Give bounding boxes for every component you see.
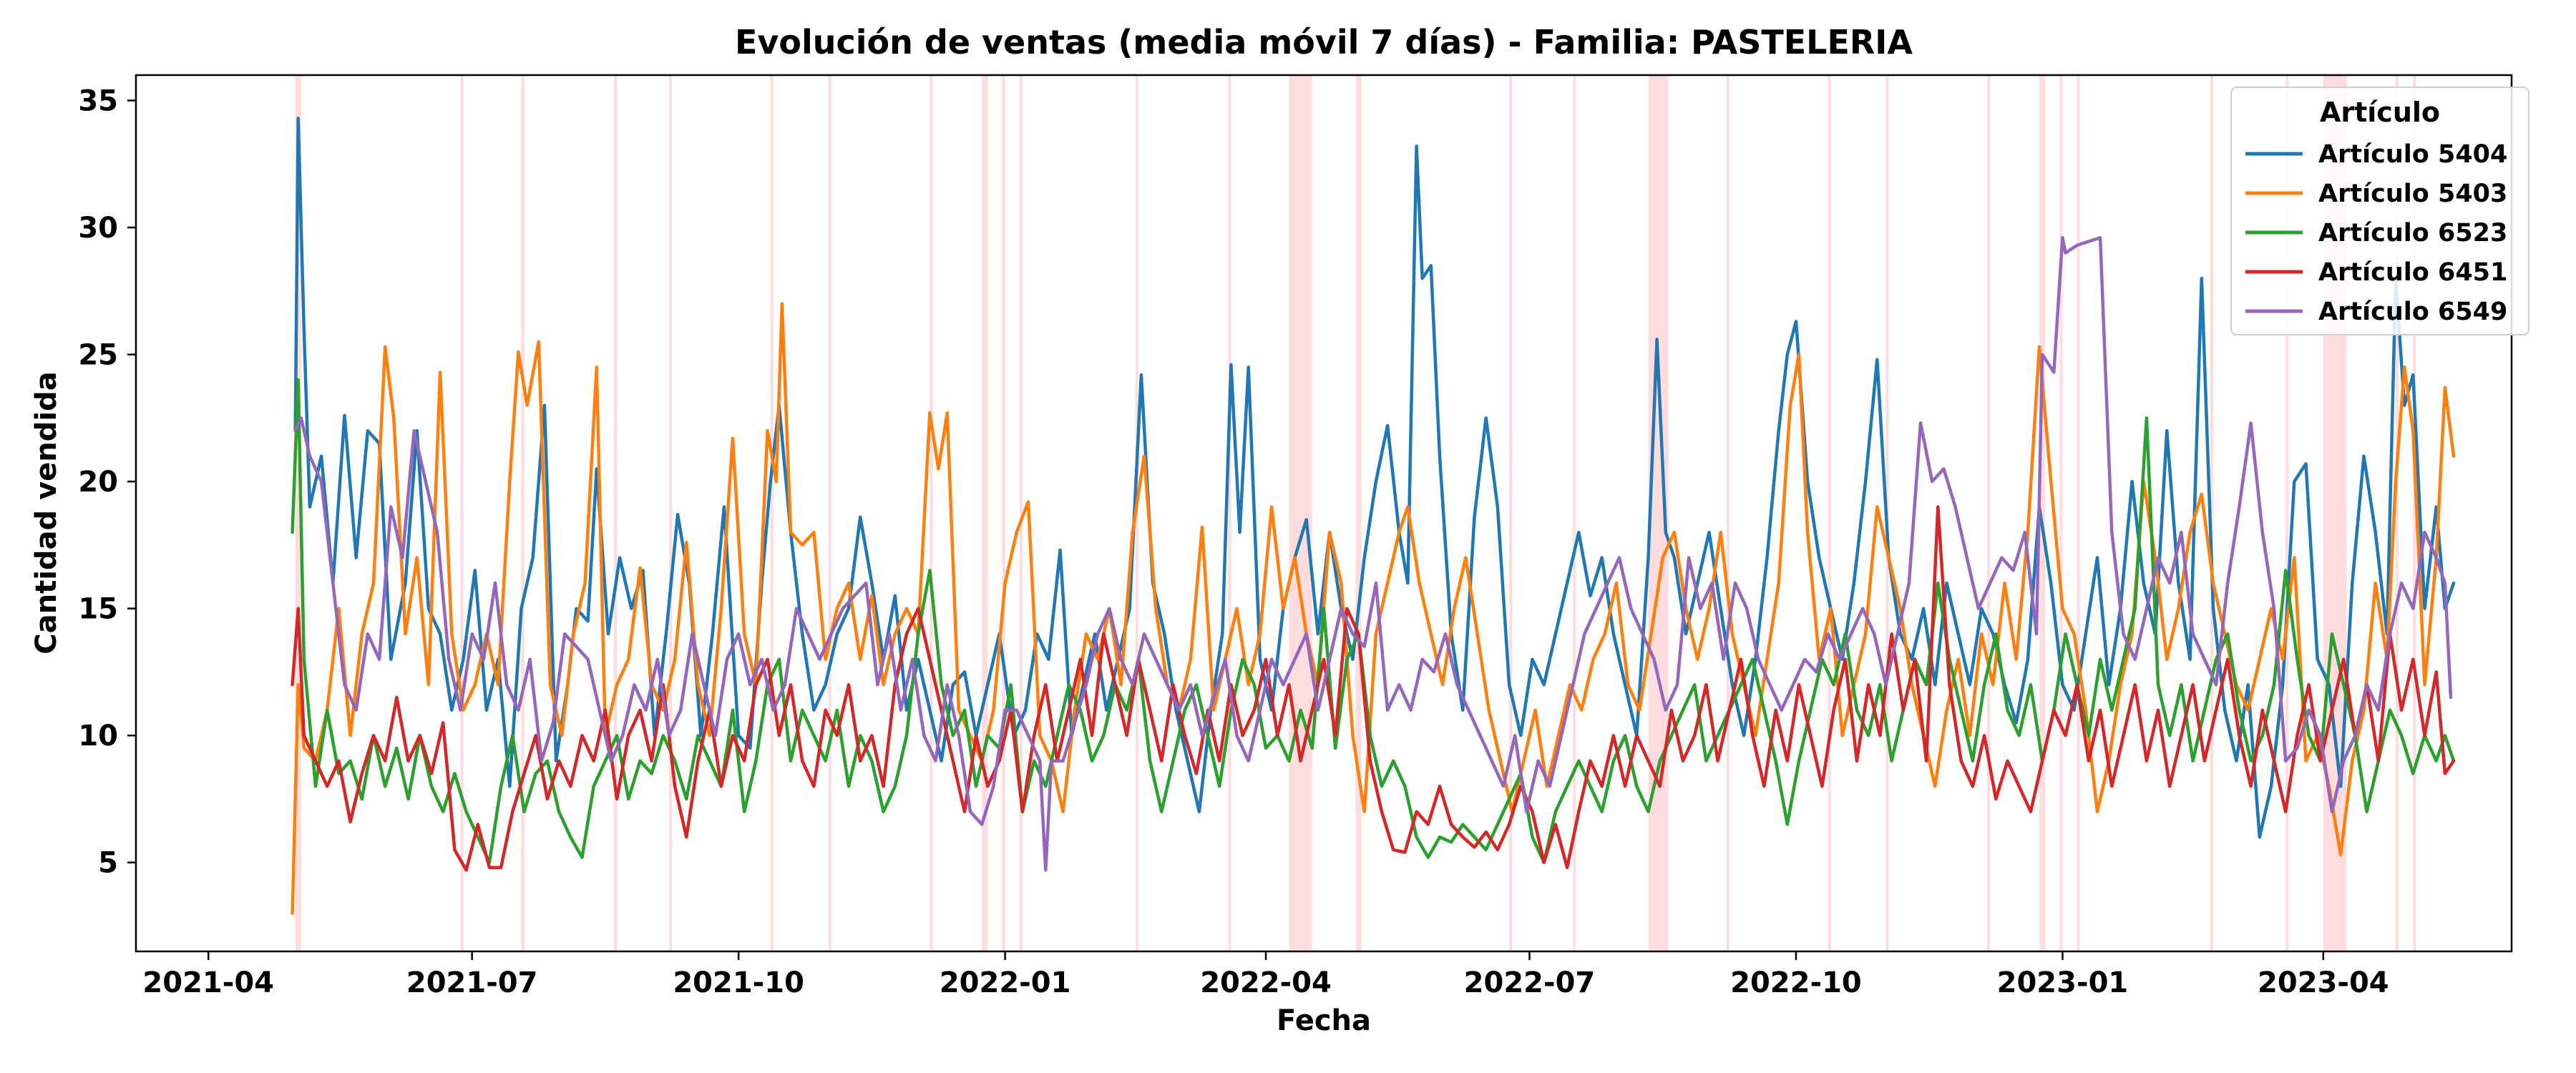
x-axis: 2021-04 2021-07 2021-10 2022-01 2022-04 2022-… [142, 951, 2389, 999]
legend-items: Artículo 5404 Artículo 5403 Artículo 6523 A… [2245, 140, 2507, 326]
x-tick-label: 2022-01 [940, 966, 1071, 999]
y-tick-label: 25 [78, 339, 118, 372]
highlight-band [2077, 75, 2080, 951]
highlight-band [2059, 75, 2063, 951]
legend-label: Artículo 5403 [2318, 180, 2507, 208]
highlight-band [1573, 75, 1576, 951]
highlight-band [1228, 75, 1231, 951]
highlight-band [295, 75, 301, 951]
x-tick-label: 2021-04 [142, 966, 274, 999]
y-tick-label: 5 [98, 847, 118, 880]
highlight-band [1726, 75, 1729, 951]
highlight-band [521, 75, 525, 951]
legend-title: Artículo [2320, 97, 2440, 128]
y-axis: 5 10 15 20 25 30 35 [78, 85, 136, 880]
series-line [293, 235, 2453, 872]
highlight-band [1355, 75, 1362, 951]
series-line [293, 117, 2456, 839]
series-line [291, 505, 2456, 872]
highlight-band [828, 75, 831, 951]
x-axis-label: Fecha [1277, 1004, 1371, 1037]
highlight-band [2039, 75, 2046, 951]
y-tick-label: 20 [78, 466, 118, 499]
highlight-band [1509, 75, 1513, 951]
series-line [291, 302, 2456, 915]
highlight-band [2396, 75, 2399, 951]
highlight-band [2285, 75, 2289, 951]
highlight-band [460, 75, 464, 951]
legend-label: Artículo 6523 [2318, 219, 2507, 248]
chart-title: Evolución de ventas (media móvil 7 días)… [735, 23, 1913, 62]
highlight-band [1987, 75, 1991, 951]
legend-label: Artículo 5404 [2318, 140, 2507, 169]
x-tick-label: 2022-04 [1200, 966, 1332, 999]
highlight-band [1828, 75, 1831, 951]
y-tick-label: 10 [78, 720, 118, 753]
highlight-band [770, 75, 774, 951]
series-lines [291, 117, 2456, 915]
legend-label: Artículo 6549 [2318, 298, 2507, 326]
y-axis-label: Cantidad vendida [30, 371, 63, 655]
highlight-band [2413, 75, 2416, 951]
highlight-band [930, 75, 933, 951]
y-tick-label: 35 [78, 85, 118, 118]
highlight-band [614, 75, 618, 951]
series-line [291, 378, 2456, 864]
x-tick-label: 2023-01 [1997, 966, 2129, 999]
y-tick-label: 30 [78, 212, 118, 245]
x-tick-label: 2022-07 [1464, 966, 1596, 999]
highlight-band [982, 75, 988, 951]
highlight-band [1289, 75, 1312, 951]
legend-label: Artículo 6451 [2318, 258, 2507, 287]
highlight-band [2210, 75, 2213, 951]
x-tick-label: 2021-07 [406, 966, 538, 999]
plot-area-frame [135, 74, 2513, 953]
highlight-band [1019, 75, 1023, 951]
highlight-band [668, 75, 673, 951]
x-tick-label: 2021-10 [673, 966, 804, 999]
y-tick-label: 15 [78, 593, 118, 626]
legend-box [2230, 87, 2529, 335]
highlight-band [1002, 75, 1005, 951]
x-tick-label: 2022-10 [1730, 966, 1862, 999]
x-tick-label: 2023-04 [2258, 966, 2389, 999]
